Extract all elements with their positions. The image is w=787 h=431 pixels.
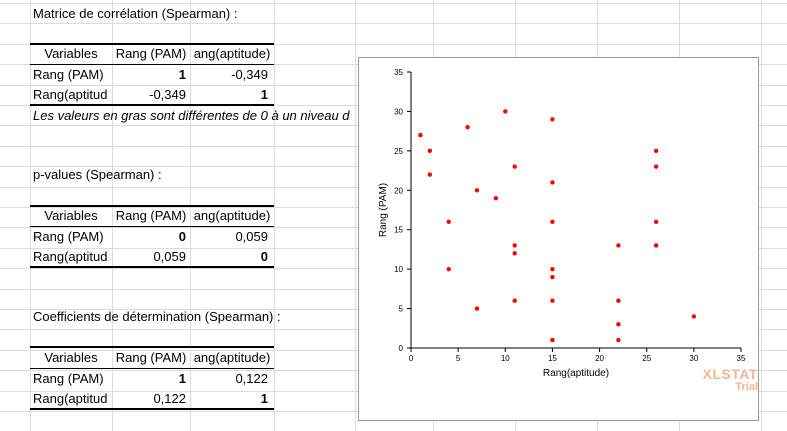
y-tick-label: 15 (394, 226, 403, 235)
pvalues-header-rang-aptitude[interactable]: ang(aptitude) (193, 208, 271, 223)
correlation-header-rang-aptitude[interactable]: ang(aptitude) (193, 46, 271, 61)
scatter-point[interactable] (616, 298, 621, 303)
scatter-point[interactable] (474, 306, 480, 311)
determination-cell-pam-pam[interactable]: 1 (178, 371, 186, 386)
xlstat-watermark: XLSTAT Trial (694, 366, 758, 394)
scatter-point[interactable] (616, 322, 621, 327)
y-tick-label: 0 (399, 344, 404, 353)
scatter-point[interactable] (653, 148, 659, 154)
x-tick-label: 10 (501, 354, 510, 363)
determination-cell-aptitude-aptitude[interactable]: 1 (260, 391, 268, 406)
x-tick-label: 0 (409, 354, 414, 363)
scatter-point[interactable] (427, 172, 433, 177)
scatter-point[interactable] (446, 266, 451, 272)
correlation-row-label-aptitude[interactable]: Rang(aptitud (33, 87, 108, 102)
scatter-point[interactable] (616, 243, 621, 248)
correlation-cell-pam-aptitude[interactable]: -0,349 (231, 67, 268, 82)
determination-header-rang-pam[interactable]: Rang (PAM) (115, 350, 187, 365)
pvalues-table-top-rule (30, 205, 274, 207)
determination-cell-aptitude-pam[interactable]: 0,122 (153, 391, 186, 406)
x-axis-title: Rang(aptitude) (543, 368, 609, 379)
pvalues-cell-pam-aptitude[interactable]: 0,059 (235, 229, 268, 244)
scatter-point[interactable] (493, 195, 499, 201)
scatter-point[interactable] (616, 337, 621, 343)
correlation-title: Matrice de corrélation (Spearman) : (33, 6, 238, 21)
y-tick-label: 10 (394, 265, 403, 274)
pvalues-row-label-aptitude[interactable]: Rang(aptitud (33, 249, 108, 264)
x-tick-label: 25 (642, 354, 651, 363)
scatter-point[interactable] (512, 298, 517, 303)
pvalues-cell-aptitude-pam[interactable]: 0,059 (153, 249, 186, 264)
y-axis-title: Rang (PAM) (378, 183, 389, 237)
pvalues-cell-aptitude-aptitude[interactable]: 0 (260, 249, 268, 264)
scatter-point[interactable] (418, 132, 423, 138)
determination-row-label-aptitude[interactable]: Rang(aptitud (33, 391, 108, 406)
pvalues-table-bottom-rule (30, 266, 274, 268)
pvalues-row-label-pam[interactable]: Rang (PAM) (33, 229, 104, 244)
correlation-header-rang-pam[interactable]: Rang (PAM) (115, 46, 187, 61)
correlation-row-label-pam[interactable]: Rang (PAM) (33, 67, 104, 82)
scatter-point[interactable] (503, 109, 508, 114)
scatter-point[interactable] (653, 219, 659, 225)
pvalues-cell-pam-pam[interactable]: 0 (178, 229, 186, 244)
scatter-point[interactable] (550, 337, 555, 343)
xlstat-watermark-trial: Trial (735, 381, 758, 393)
determination-table-top-rule (30, 346, 274, 348)
y-tick-label: 30 (394, 107, 403, 116)
scatter-point[interactable] (691, 314, 697, 319)
scatter-point[interactable] (550, 219, 555, 225)
scatter-point[interactable] (550, 274, 555, 280)
scatter-point[interactable] (512, 251, 517, 256)
y-tick-label: 20 (394, 186, 403, 195)
correlation-cell-aptitude-aptitude[interactable]: 1 (260, 87, 268, 102)
determination-table-bottom-rule (30, 408, 274, 410)
x-tick-label: 35 (737, 354, 746, 363)
pvalues-header-variables[interactable]: Variables (44, 208, 98, 223)
pvalues-table-header-rule (30, 226, 274, 227)
y-tick-label: 35 (394, 68, 403, 77)
scatter-point[interactable] (474, 188, 480, 193)
scatter-point[interactable] (653, 164, 659, 169)
determination-header-variables[interactable]: Variables (44, 350, 98, 365)
determination-cell-pam-aptitude[interactable]: 0,122 (235, 371, 268, 386)
scatter-point[interactable] (512, 243, 517, 248)
scatter-point[interactable] (427, 148, 433, 154)
x-tick-label: 20 (595, 354, 604, 363)
scatter-point[interactable] (550, 266, 555, 272)
x-tick-label: 5 (456, 354, 461, 363)
scatter-point[interactable] (550, 298, 555, 303)
y-tick-label: 25 (394, 147, 403, 156)
significance-note: Les valeurs en gras sont différentes de … (33, 108, 350, 123)
determination-row-label-pam[interactable]: Rang (PAM) (33, 371, 104, 386)
scatter-point[interactable] (512, 164, 517, 169)
xlstat-watermark-name: XLSTAT (702, 366, 758, 382)
determination-table-header-rule (30, 368, 274, 369)
x-tick-label: 15 (548, 354, 557, 363)
y-tick-label: 5 (399, 305, 404, 314)
scatter-chart-plot: 0 5 10 15 20 25 30 35 0 5 10 15 20 25 30 35 Rang(aptitud… (378, 68, 746, 379)
correlation-table-header-rule (30, 64, 274, 65)
correlation-table-top-rule (30, 43, 274, 45)
scatter-point[interactable] (465, 125, 470, 130)
pvalues-title: p-values (Spearman) : (33, 167, 162, 182)
determination-title: Coefficients de détermination (Spearman)… (33, 309, 281, 324)
scatter-point[interactable] (446, 219, 451, 225)
correlation-header-variables[interactable]: Variables (44, 46, 98, 61)
determination-header-rang-aptitude[interactable]: ang(aptitude) (193, 350, 271, 365)
scatter-point[interactable] (550, 117, 555, 122)
correlation-table-bottom-rule (30, 104, 274, 106)
correlation-cell-aptitude-pam[interactable]: -0,349 (149, 87, 186, 102)
pvalues-header-rang-pam[interactable]: Rang (PAM) (115, 208, 187, 223)
scatter-chart[interactable]: 0 5 10 15 20 25 30 35 0 5 10 15 20 25 30 35 Rang(aptitud… (358, 57, 759, 421)
scatter-point[interactable] (550, 180, 555, 185)
x-tick-label: 30 (689, 354, 698, 363)
scatter-point[interactable] (653, 243, 659, 248)
correlation-cell-pam-pam[interactable]: 1 (178, 67, 186, 82)
